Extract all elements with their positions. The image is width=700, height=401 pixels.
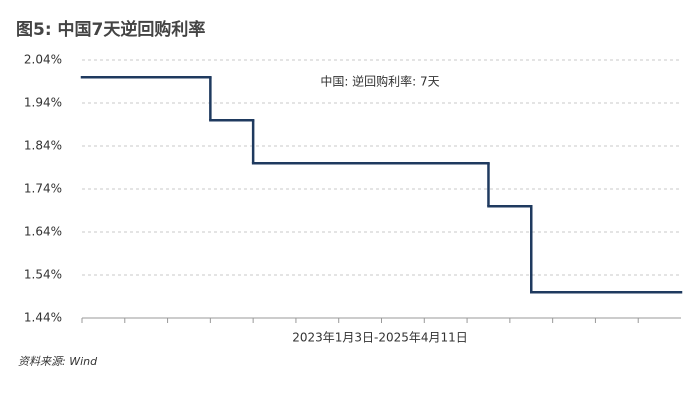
x-axis-label: 2023年1月3日-2025年4月11日 [292, 331, 468, 345]
y-tick-label: 1.74% [24, 182, 62, 196]
legend-label: 中国: 逆回购利率: 7天 [320, 74, 439, 89]
y-tick-label: 1.94% [24, 96, 62, 110]
y-tick-label: 1.54% [24, 268, 62, 282]
y-tick-label: 2.04% [24, 53, 62, 67]
y-tick-label: 1.44% [24, 311, 62, 325]
y-tick-label: 1.64% [24, 225, 62, 239]
chart-title: 图5: 中国7天逆回购利率 [16, 19, 205, 40]
source-note: 资料来源: Wind [18, 355, 98, 368]
y-tick-label: 1.84% [24, 139, 62, 153]
